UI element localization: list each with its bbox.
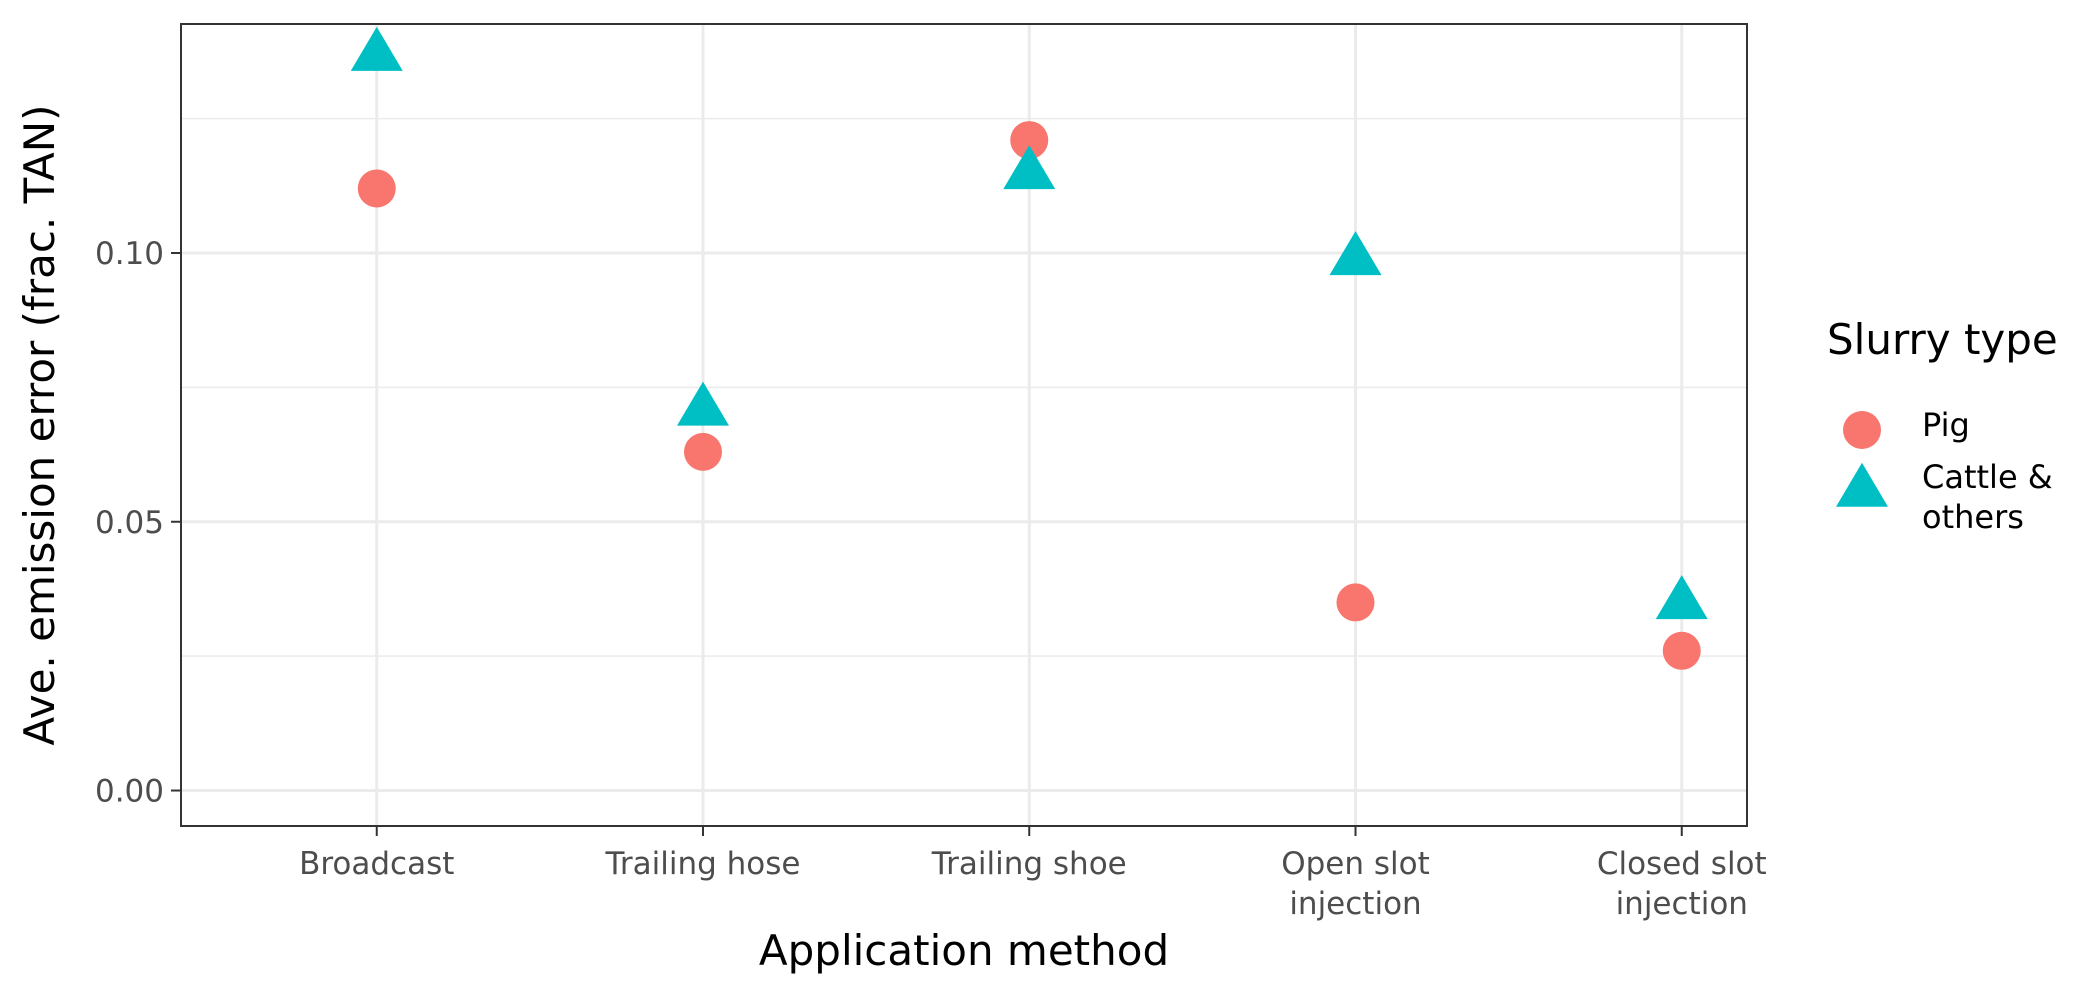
legend-key — [1836, 462, 1888, 507]
legend-key — [1843, 411, 1881, 449]
y-tick-label: 0.05 — [95, 505, 164, 541]
legend-label: Cattle & others — [1922, 458, 2053, 536]
pig-point — [1662, 631, 1701, 670]
plot-panel — [180, 23, 1748, 827]
y-axis-title: Ave. emission error (frac. TAN) — [15, 104, 64, 745]
cattle-point — [1655, 575, 1708, 620]
x-axis: Broadcast Trailing hose Trailing shoe Open … — [299, 826, 1767, 922]
legend-label: Pig — [1922, 406, 1970, 444]
legend-title: Slurry type — [1827, 315, 2058, 364]
plot-panel-background — [181, 24, 1747, 826]
pig-point — [1336, 583, 1375, 622]
legend-item: Cattle & others — [1836, 458, 2053, 536]
y-tick-label: 0.10 — [95, 236, 164, 272]
minor-gridlines — [181, 117, 1747, 657]
cattle-point — [350, 26, 403, 71]
y-axis: 0.00 0.05 0.10 — [95, 236, 181, 810]
pig-point — [684, 432, 722, 471]
cattle-point — [1329, 231, 1382, 276]
legend-item: Pig — [1843, 406, 1970, 449]
x-tick-label: Open slot injection — [1281, 846, 1430, 922]
x-tick-label: Trailing shoe — [931, 846, 1127, 882]
pig-point — [357, 169, 396, 208]
x-tick-label: Closed slot injection — [1597, 846, 1767, 922]
y-tick-label: 0.00 — [95, 774, 164, 810]
legend: Slurry type Pig Cattle & others — [1827, 315, 2058, 536]
plot-panel-border — [180, 23, 1748, 827]
x-tick-label: Trailing hose — [605, 846, 801, 882]
x-axis-title: Application method — [759, 926, 1169, 975]
x-tick-label: Broadcast — [299, 846, 454, 882]
legend-items: Pig Cattle & others — [1836, 406, 2053, 536]
data-points — [350, 26, 1708, 670]
pig-point — [1010, 121, 1049, 160]
cattle-point — [677, 381, 729, 426]
cattle-point — [1003, 145, 1056, 190]
